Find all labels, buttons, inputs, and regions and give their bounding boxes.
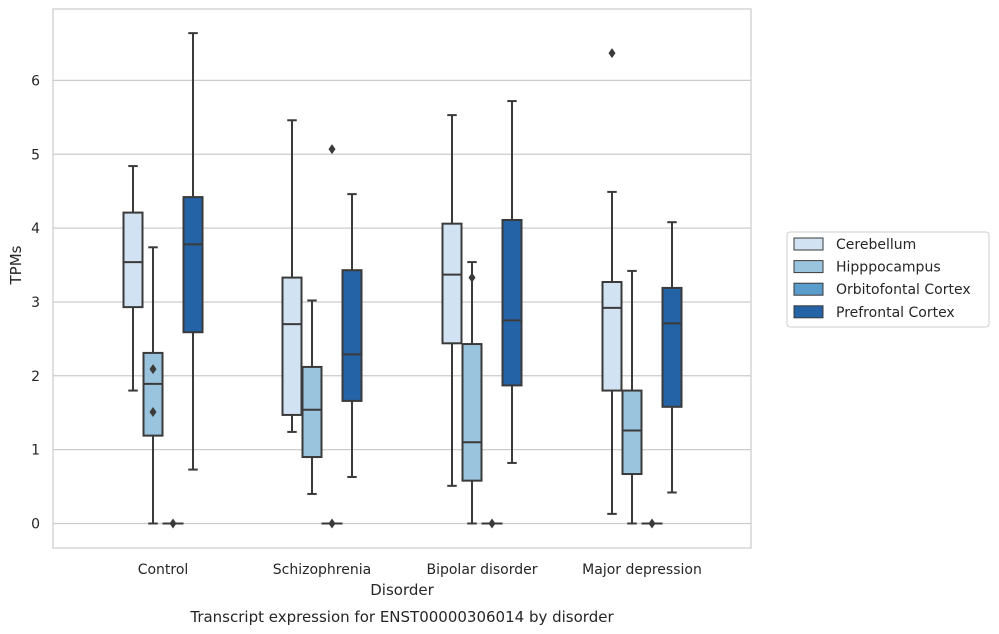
legend-label: Orbitofontal Cortex	[836, 282, 971, 298]
outlier-point	[468, 272, 476, 283]
box	[621, 389, 643, 476]
y-tick-label: 5	[31, 147, 40, 163]
box	[182, 196, 204, 334]
box-group	[281, 119, 303, 433]
legend: Cerebellum Hipppocampus Orbitofontal Corte…	[786, 231, 990, 328]
box	[281, 276, 303, 416]
legend-swatch	[793, 282, 824, 296]
outlier-point	[169, 518, 177, 529]
legend-label: Hipppocampus	[836, 260, 941, 276]
y-tick-label: 0	[31, 517, 40, 533]
box-group	[122, 165, 144, 392]
box	[122, 211, 144, 309]
y-tick-label: 4	[31, 221, 40, 237]
box	[341, 269, 363, 402]
y-tick-label: 1	[31, 443, 40, 459]
box-group	[341, 193, 363, 478]
box	[142, 351, 164, 437]
box-group	[481, 518, 503, 529]
box	[601, 281, 623, 392]
box-group	[142, 246, 164, 525]
x-tick-label: Major depression	[582, 562, 702, 578]
box-group	[301, 299, 323, 495]
outlier-point	[488, 518, 496, 529]
chart-title: Transcript expression for ENST0000030601…	[189, 608, 614, 626]
x-tick-label: Bipolar disorder	[426, 562, 537, 578]
box	[461, 343, 483, 482]
box-group	[601, 48, 623, 515]
outlier-point	[328, 144, 336, 155]
box-group	[661, 221, 683, 494]
box	[661, 286, 683, 408]
box-group	[321, 144, 343, 529]
outlier-point	[328, 518, 336, 529]
y-axis-label: TPMs	[7, 245, 25, 285]
grid-lines	[53, 79, 751, 525]
box-group	[621, 269, 643, 525]
box	[441, 222, 463, 345]
box	[301, 365, 323, 459]
y-tick-label: 6	[31, 73, 40, 89]
legend-swatch	[793, 305, 824, 319]
outlier-point	[149, 406, 157, 417]
y-tick-label: 3	[31, 295, 40, 311]
legend-label: Cerebellum	[836, 237, 916, 253]
y-tick-labels: 0 1 2 3 4 5 6	[31, 73, 40, 532]
legend-label: Prefrontal Cortex	[836, 305, 955, 321]
box-group	[641, 518, 663, 529]
outlier-point	[648, 518, 656, 529]
box-groups	[122, 32, 683, 529]
legend-swatch	[793, 260, 824, 274]
box-group	[501, 100, 523, 464]
y-tick-label: 2	[31, 369, 40, 385]
x-tick-label: Control	[138, 562, 189, 578]
box-group	[182, 32, 204, 471]
outlier-point	[149, 364, 157, 375]
box-group	[162, 518, 184, 529]
box-group	[441, 114, 463, 487]
x-tick-label: Schizophrenia	[273, 562, 371, 578]
plot-area	[52, 8, 752, 549]
outlier-point	[608, 48, 616, 59]
legend-swatch	[793, 237, 824, 251]
x-axis-label: Disorder	[370, 581, 434, 599]
x-tick-labels: Control Schizophrenia Bipolar disorder Majo…	[138, 562, 702, 578]
box	[501, 218, 523, 387]
legend-frame	[786, 231, 990, 328]
box-group	[461, 261, 483, 525]
